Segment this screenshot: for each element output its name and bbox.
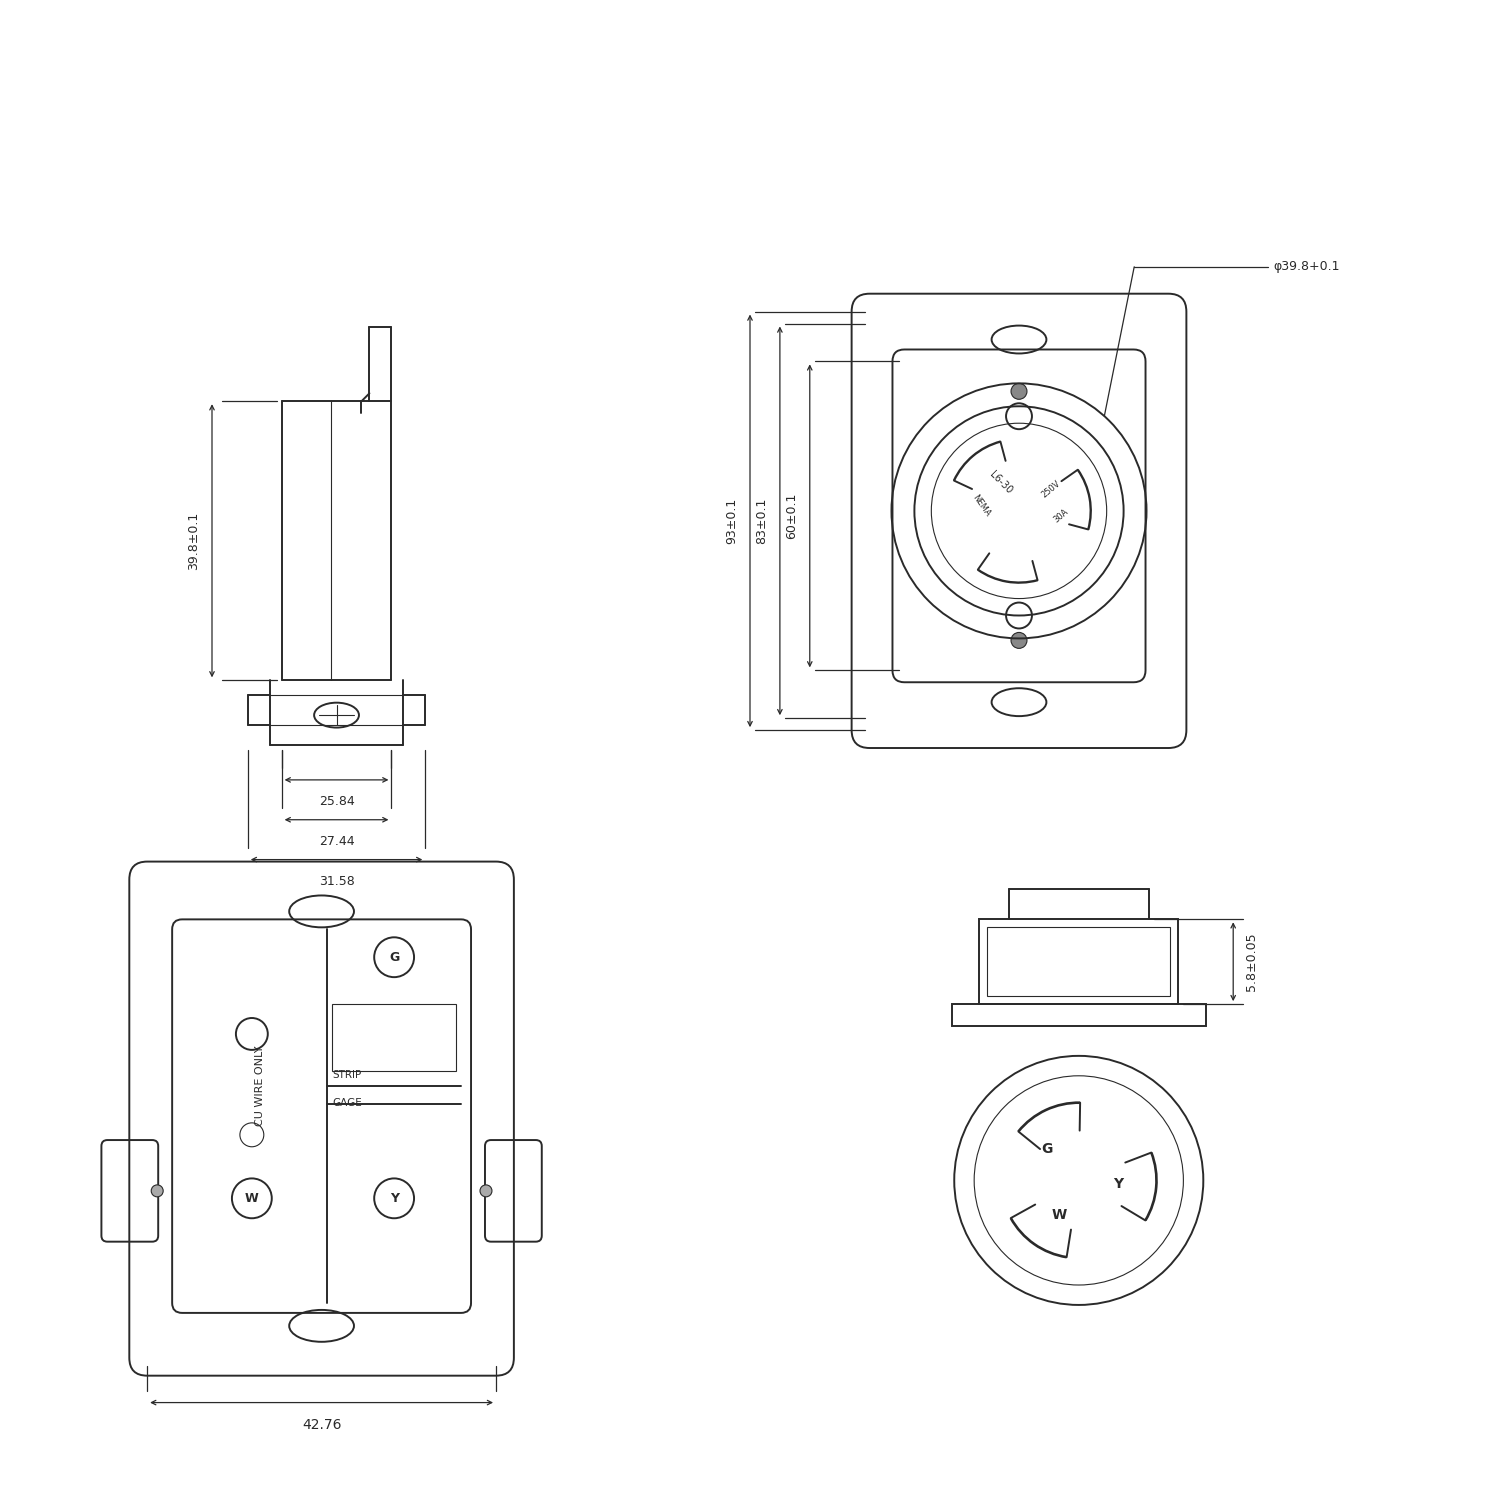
Text: 30A: 30A	[1052, 507, 1070, 525]
Circle shape	[480, 1185, 492, 1197]
Text: 42.76: 42.76	[302, 1418, 342, 1431]
Circle shape	[1011, 384, 1028, 399]
Text: 5.8±0.05: 5.8±0.05	[1245, 933, 1258, 992]
Text: Y: Y	[1113, 1178, 1124, 1191]
Bar	[332, 1004, 456, 1071]
Text: 27.44: 27.44	[318, 834, 354, 848]
Text: 39.8±0.1: 39.8±0.1	[188, 512, 200, 570]
Text: 31.58: 31.58	[318, 874, 354, 888]
Text: 250V: 250V	[1040, 478, 1062, 500]
Circle shape	[152, 1185, 164, 1197]
Text: 83±0.1: 83±0.1	[754, 498, 768, 544]
Text: GAGE: GAGE	[332, 1098, 362, 1108]
Text: NEMA: NEMA	[970, 494, 992, 519]
Circle shape	[1011, 633, 1028, 648]
Text: CU WIRE ONLY: CU WIRE ONLY	[255, 1046, 266, 1126]
Text: φ39.8+0.1: φ39.8+0.1	[1274, 261, 1340, 273]
Text: G: G	[388, 951, 399, 963]
Bar	[980, 920, 1179, 1004]
Bar	[951, 1004, 1206, 1026]
Text: 93±0.1: 93±0.1	[724, 498, 738, 544]
Text: G: G	[1041, 1142, 1053, 1155]
Text: 25.84: 25.84	[318, 795, 354, 808]
Text: W: W	[1052, 1208, 1066, 1222]
Text: Y: Y	[390, 1192, 399, 1204]
Text: L6-30: L6-30	[988, 470, 1014, 496]
Bar	[987, 927, 1170, 996]
Text: STRIP: STRIP	[332, 1071, 362, 1080]
Text: 60±0.1: 60±0.1	[784, 492, 798, 538]
Text: W: W	[244, 1192, 258, 1204]
